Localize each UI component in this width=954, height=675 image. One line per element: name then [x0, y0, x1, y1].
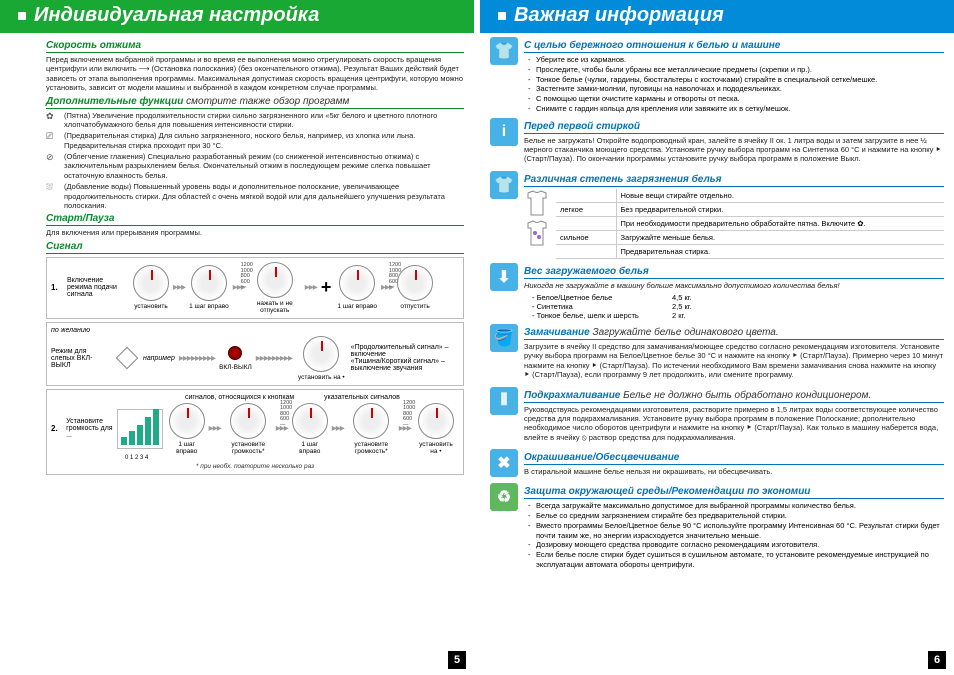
care-list: Уберите все из карманов.Проследите, чтоб…: [524, 55, 944, 114]
weight-icon: ⬇: [490, 263, 518, 291]
header-title: Индивидуальная настройка: [34, 4, 319, 27]
page-number-5: 5: [448, 651, 466, 669]
dial-icon: [339, 265, 375, 301]
dial-icon: [230, 403, 266, 439]
signal-panel-3: сигналов, относящихся к кнопкам указател…: [46, 389, 464, 475]
page-6: Важная информация 👕 С целью бережного от…: [480, 0, 954, 675]
tshirt-icon: 👕: [490, 37, 518, 65]
page-5: Индивидуальная настройка Скорость отжима…: [0, 0, 474, 675]
sec-spin-title: Скорость отжима: [46, 40, 464, 53]
dial-icon: [191, 265, 227, 301]
sec-start-text: Для включения или прерывания программы.: [46, 228, 464, 237]
diamond-icon: [116, 347, 139, 370]
content-left: Скорость отжима Перед включением выбранн…: [0, 33, 474, 675]
header-marker: [18, 12, 26, 20]
header-left: Индивидуальная настройка: [0, 0, 474, 33]
sec-start-title: Старт/Пауза: [46, 213, 464, 226]
header-right: Важная информация: [480, 0, 954, 33]
page-number-6: 6: [928, 651, 946, 669]
soak-icon: 🪣: [490, 324, 518, 352]
dye-icon: ✖: [490, 449, 518, 477]
signal-panel-1: 1. Включение режима подачи сигнала устан…: [46, 257, 464, 319]
dial-icon: [397, 265, 433, 301]
info-icon: i: [490, 118, 518, 146]
sec-extra-title: Дополнительные функции смотрите также об…: [46, 96, 464, 109]
dial-icon: [418, 403, 454, 439]
header-title: Важная информация: [514, 4, 724, 27]
weight-rows: - Белое/Цветное белье4,5 кг.- Синтетика2…: [524, 293, 944, 320]
dial-icon: [303, 336, 339, 372]
soil-icon: 👕: [490, 171, 518, 199]
sec-spin-text: Перед включением выбранной программы и в…: [46, 55, 464, 93]
extra-items: ✿(Пятна) Увеличение продолжительности ст…: [46, 111, 464, 211]
dial-icon: [133, 265, 169, 301]
volume-bars: [117, 409, 163, 449]
starch-icon: ⦀: [490, 387, 518, 415]
signal-panel-2: по желанию Режим для слепых ВКЛ-ВЫКЛ нап…: [46, 322, 464, 386]
content-right: 👕 С целью бережного отношения к белью и …: [480, 33, 954, 675]
tshirt-clean-icon: [524, 189, 550, 217]
sec-signal-title: Сигнал: [46, 241, 464, 254]
dial-icon: [292, 403, 328, 439]
tshirt-dirty-icon: [524, 219, 550, 247]
eco-icon: ♻: [490, 483, 518, 511]
eco-list: Всегда загружайте максимально допустимое…: [524, 501, 944, 569]
dial-icon: [169, 403, 205, 439]
dial-icon: [257, 262, 293, 298]
dial-icon: [353, 403, 389, 439]
header-marker: [498, 12, 506, 20]
knob-icon: [228, 346, 242, 360]
soil-table: Новые вещи стирайте отдельно.легкоеБез п…: [556, 189, 944, 259]
